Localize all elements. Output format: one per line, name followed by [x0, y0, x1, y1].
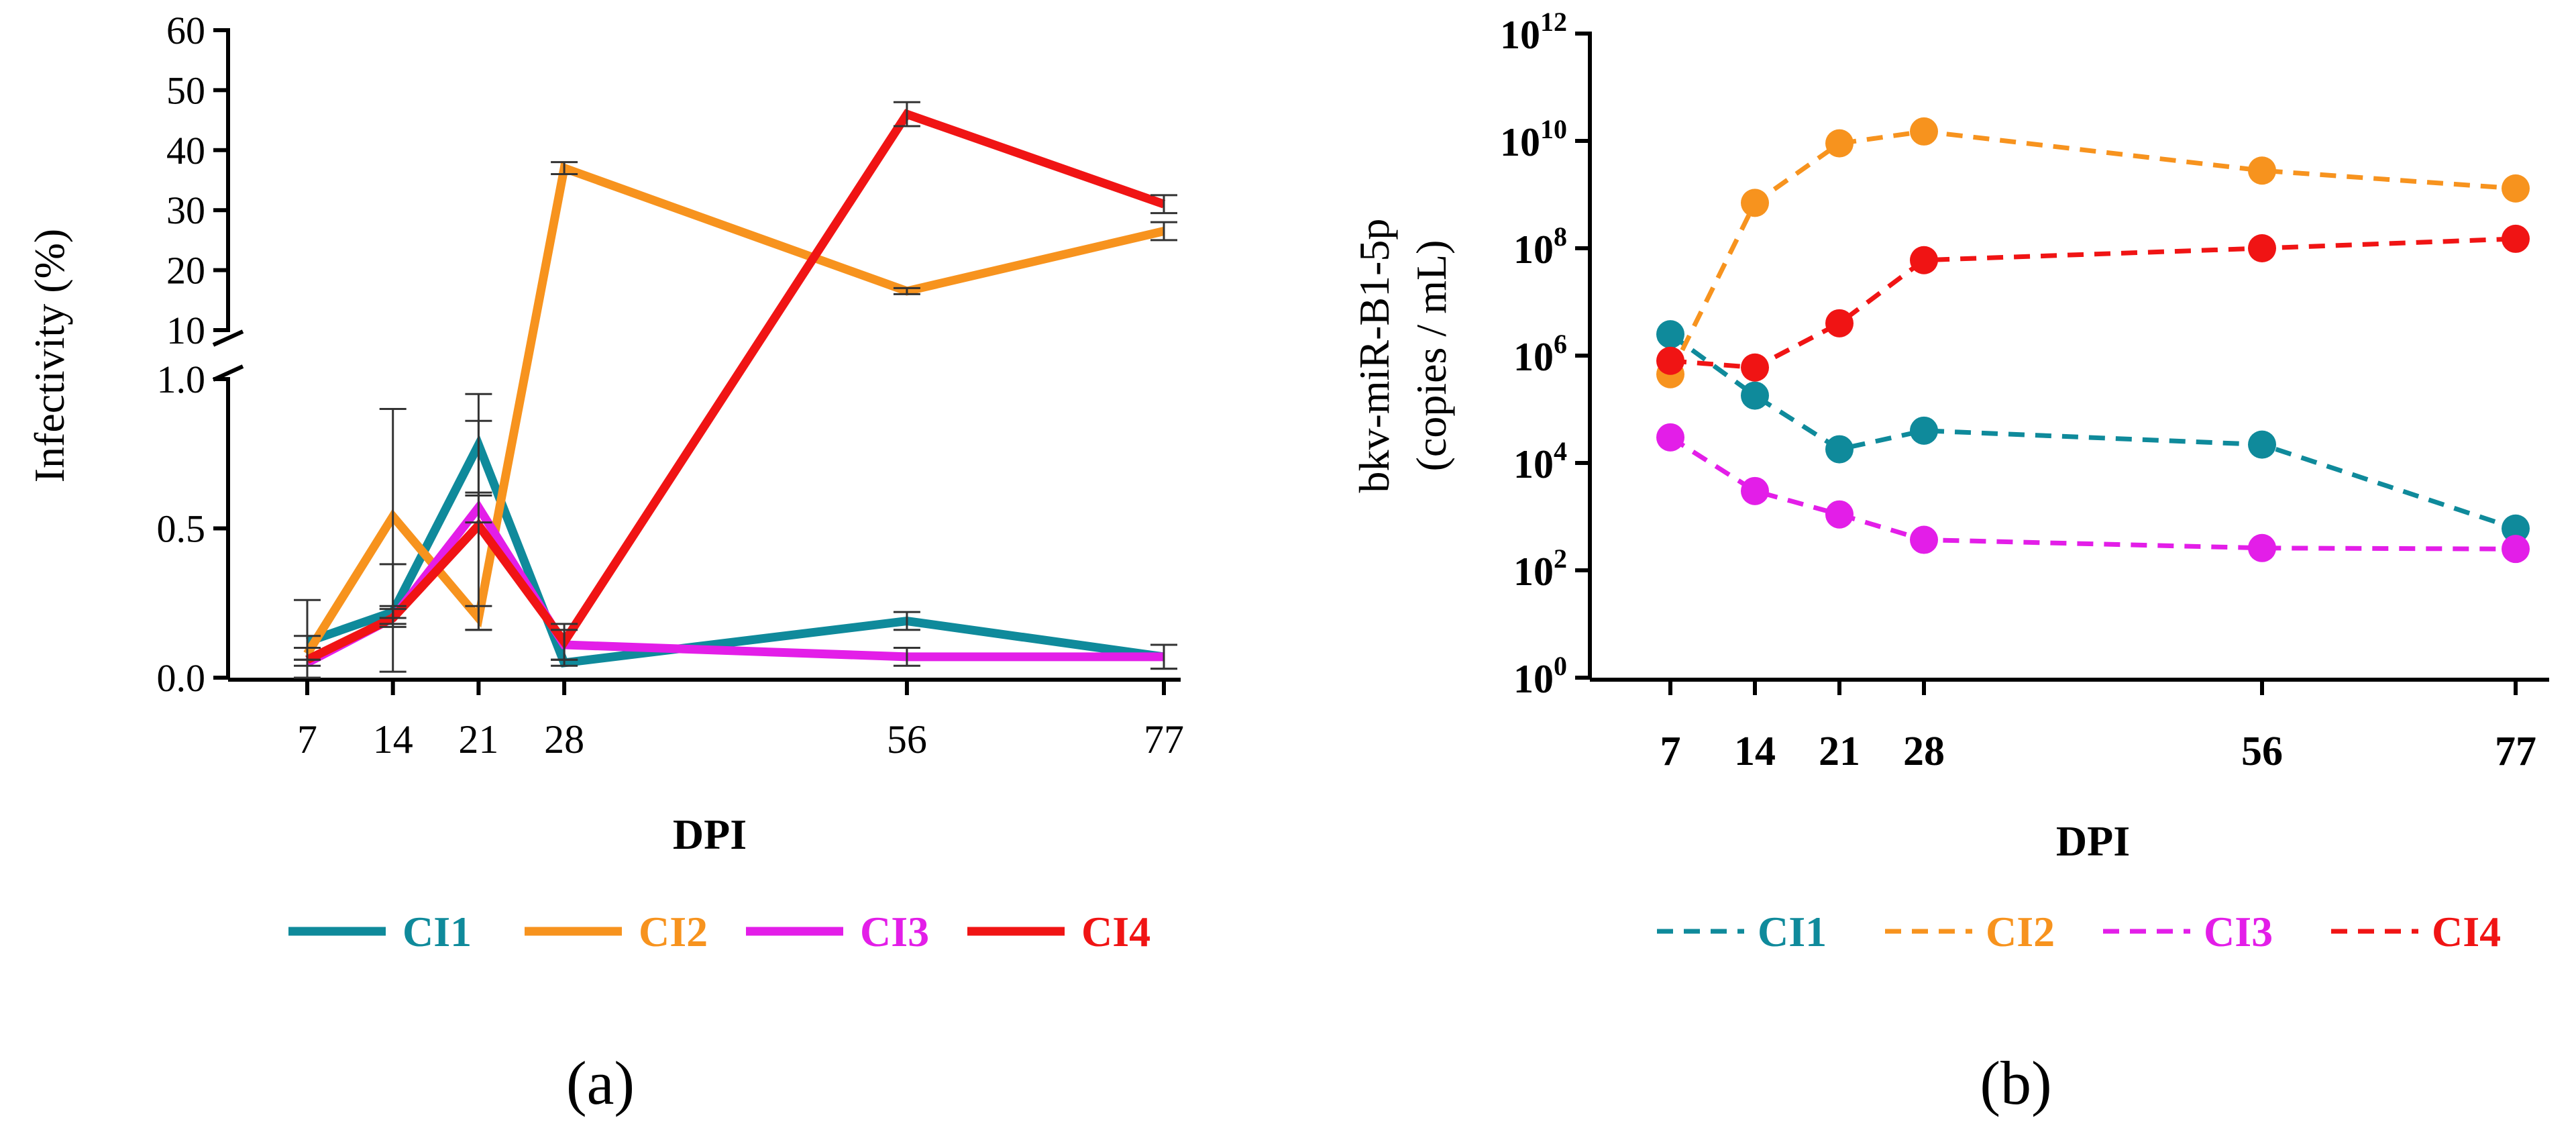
- legend-label-ci4: CI4: [1081, 908, 1150, 955]
- data-point-ci3: [1656, 423, 1684, 452]
- x-tick-label: 7: [297, 717, 317, 762]
- series-line-ci1: [305, 434, 1165, 668]
- data-point-ci3: [2248, 533, 2276, 562]
- data-point-ci3: [1825, 500, 1854, 529]
- y-tick-label: 1012: [1500, 7, 1567, 57]
- y-tick-base: 10: [1513, 657, 1554, 701]
- axis-break-mark: [212, 329, 244, 347]
- series-line-ci4: [305, 109, 1166, 664]
- panel-a-caption: (a): [566, 1049, 635, 1117]
- y-axis-title-line1: bkv-miR-B1-5p: [1350, 219, 1398, 493]
- data-point-ci2: [1741, 189, 1769, 217]
- y-tick-label: 104: [1513, 436, 1567, 486]
- y-tick-base: 10: [1513, 442, 1554, 486]
- y-axis-title-line2: (copies / mL): [1407, 240, 1455, 472]
- x-tick-label: 77: [1144, 717, 1184, 762]
- legend-label-ci1: CI1: [1758, 908, 1827, 955]
- y-tick-label: 106: [1513, 329, 1567, 379]
- y-tick-base: 10: [1513, 227, 1554, 272]
- y-tick-exponent: 0: [1554, 651, 1567, 681]
- y-tick-label: 40: [166, 129, 205, 172]
- data-point-ci4: [1741, 353, 1769, 382]
- y-tick-label: 60: [166, 9, 205, 52]
- y-tick-label: 10: [166, 309, 205, 352]
- data-point-ci1: [2248, 430, 2276, 459]
- series-line-ci3: [1669, 435, 2516, 552]
- y-tick-label: 1010: [1500, 114, 1567, 164]
- y-tick-base: 10: [1500, 120, 1540, 164]
- x-tick-label: 77: [2495, 729, 2536, 774]
- x-tick-label: 21: [1819, 729, 1860, 774]
- data-point-ci2: [2502, 174, 2530, 203]
- x-tick-label: 21: [458, 717, 498, 762]
- panel-a-chart: 0.0 0.5 1.0 10 20 30 40 50 60 7 14 21 28 56 77 DPI Infec…: [25, 9, 1184, 955]
- x-axis-title: DPI: [2056, 817, 2130, 865]
- y-tick-exponent: 10: [1540, 114, 1567, 144]
- y-tick-exponent: 4: [1554, 436, 1567, 466]
- data-point-ci4: [2248, 234, 2276, 262]
- data-point-ci1: [1741, 381, 1769, 410]
- legend-label-ci2: CI2: [1986, 908, 2055, 955]
- data-point-ci2: [1910, 117, 1938, 146]
- y-tick-exponent: 6: [1554, 329, 1567, 359]
- legend-label-ci2: CI2: [639, 908, 708, 955]
- series-line-ci1: [1668, 332, 2517, 531]
- legend-label-ci3: CI3: [860, 908, 929, 955]
- y-tick-label: 50: [166, 68, 205, 112]
- y-tick-base: 10: [1513, 335, 1554, 379]
- x-tick-label: 28: [1903, 729, 1945, 774]
- y-tick-label: 30: [166, 189, 205, 232]
- x-tick-label: 28: [544, 717, 584, 762]
- data-point-ci1: [1656, 320, 1684, 349]
- data-point-ci4: [1656, 346, 1684, 375]
- x-tick-label: 56: [887, 717, 927, 762]
- y-tick-exponent: 2: [1554, 543, 1567, 574]
- y-tick-label: 0.0: [157, 656, 206, 700]
- series-line-ci2: [303, 162, 1165, 656]
- y-tick-label: 102: [1513, 543, 1567, 594]
- y-tick-label: 1.0: [157, 358, 206, 401]
- legend-label-ci3: CI3: [2204, 908, 2273, 955]
- data-point-ci4: [1910, 246, 1938, 274]
- x-tick-label: 14: [373, 717, 413, 762]
- x-axis-title: DPI: [673, 811, 747, 858]
- y-tick-label: 0.5: [157, 507, 206, 551]
- x-tick-label: 14: [1734, 729, 1776, 774]
- y-tick-base: 10: [1500, 13, 1540, 57]
- data-point-ci2: [2248, 156, 2276, 185]
- data-point-ci4: [2502, 224, 2530, 253]
- data-point-ci4: [1825, 309, 1854, 337]
- series-line-ci2: [1668, 129, 2516, 376]
- data-point-ci1: [1910, 416, 1938, 445]
- y-tick-label: 20: [166, 249, 205, 293]
- y-axis-title: Infectivity (%): [25, 229, 73, 483]
- data-point-ci3: [2502, 535, 2530, 564]
- legend-label-ci4: CI4: [2432, 908, 2501, 955]
- x-tick-label: 7: [1660, 729, 1681, 774]
- series-line-ci4: [1670, 236, 2516, 370]
- y-tick-label: 100: [1513, 651, 1567, 701]
- y-tick-base: 10: [1513, 550, 1554, 594]
- data-point-ci3: [1741, 476, 1769, 505]
- y-tick-exponent: 8: [1554, 221, 1567, 252]
- legend-label-ci1: CI1: [402, 908, 472, 955]
- y-tick-label: 108: [1513, 221, 1567, 272]
- data-point-ci1: [2502, 514, 2530, 543]
- data-point-ci2: [1825, 129, 1854, 158]
- x-tick-label: 56: [2241, 729, 2283, 774]
- panel-b-caption: (b): [1980, 1049, 2051, 1117]
- y-tick-exponent: 12: [1540, 7, 1567, 37]
- data-point-ci1: [1825, 435, 1854, 464]
- data-point-ci3: [1910, 525, 1938, 554]
